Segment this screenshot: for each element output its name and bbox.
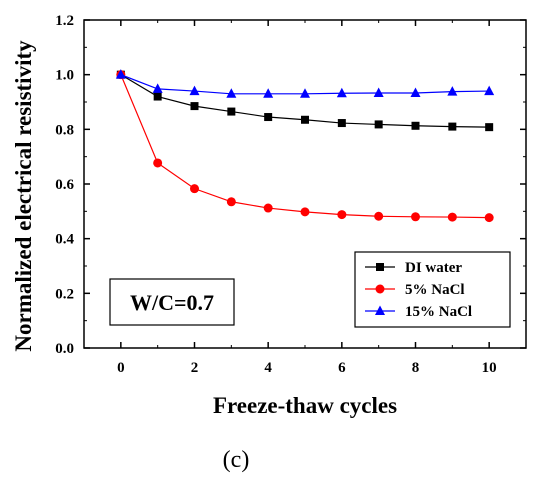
data-point [300,88,310,98]
y-tick-label: 0.2 [55,286,74,302]
data-point [337,210,347,220]
data-point [411,212,420,222]
x-tick-label: 2 [191,360,199,376]
legend-label: DI water [405,260,462,276]
y-axis-label: Normalized electrical resistivity [11,40,36,352]
legend-item: 5% NaCl [365,282,465,298]
data-point [152,83,163,93]
y-tick-label: 0.4 [55,232,74,248]
legend-label: 15% NaCl [405,304,472,320]
data-point [484,85,495,96]
legend-marker [375,284,385,294]
y-tick-label: 1.2 [55,13,74,29]
data-point [190,102,199,111]
data-point [263,203,273,213]
data-point [447,212,457,222]
panel-label: (c) [223,447,250,473]
x-tick-label: 10 [482,360,497,376]
data-point [301,115,309,124]
data-point [411,121,420,130]
series-5-nacl [116,70,494,223]
annotation-text: W/C=0.7 [130,290,214,315]
data-point [336,87,347,98]
data-point [484,213,494,223]
data-point [263,88,274,98]
data-point [300,207,310,217]
data-point [337,119,346,128]
legend-label: 5% NaCl [405,282,465,298]
data-point [226,88,237,98]
data-point [374,211,384,221]
data-point [447,86,458,96]
data-point [190,184,199,194]
x-tick-label: 6 [338,360,346,376]
series-di-water [116,70,494,132]
x-tick-label: 0 [117,360,125,376]
x-tick-label: 4 [264,360,272,376]
y-tick-label: 0.6 [55,177,74,193]
series-15-nacl [115,69,495,98]
legend-item: DI water [365,260,462,276]
y-tick-label: 1.0 [55,68,74,84]
x-axis-label: Freeze-thaw cycles [213,393,397,418]
y-tick-label: 0.0 [55,341,74,357]
legend-marker [375,305,385,315]
data-point [115,69,126,79]
data-point [153,158,163,168]
data-point [374,120,383,129]
data-point [373,87,384,97]
x-tick-label: 8 [412,360,420,376]
data-point [264,113,273,122]
data-point [189,85,200,96]
data-point [410,87,421,97]
data-point [226,197,236,207]
annotation-box: W/C=0.7 [109,278,235,326]
data-point [153,92,162,101]
data-point [227,107,236,116]
legend-marker [376,263,384,271]
data-point [448,122,457,131]
legend-item: 15% NaCl [365,304,472,320]
data-point [485,123,494,132]
y-tick-label: 0.8 [55,122,74,138]
